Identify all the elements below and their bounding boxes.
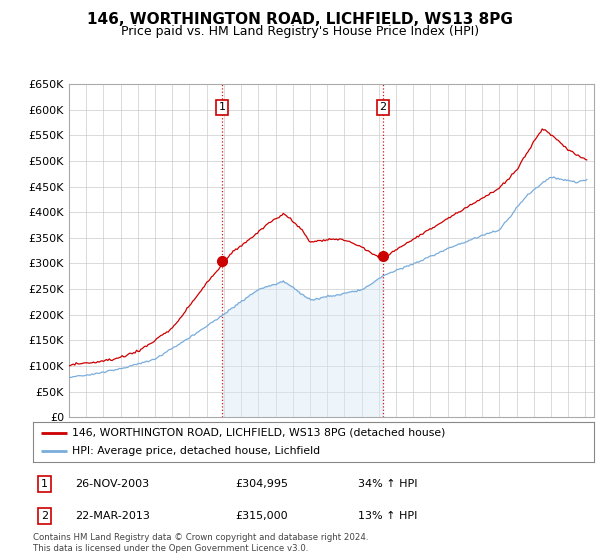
Text: 1: 1 [41,479,48,489]
Text: Price paid vs. HM Land Registry's House Price Index (HPI): Price paid vs. HM Land Registry's House … [121,25,479,38]
Text: Contains HM Land Registry data © Crown copyright and database right 2024.
This d: Contains HM Land Registry data © Crown c… [33,533,368,553]
Text: 2: 2 [41,511,48,521]
Text: £315,000: £315,000 [235,511,287,521]
Text: £304,995: £304,995 [235,479,288,489]
Text: 34% ↑ HPI: 34% ↑ HPI [358,479,418,489]
Text: 146, WORTHINGTON ROAD, LICHFIELD, WS13 8PG: 146, WORTHINGTON ROAD, LICHFIELD, WS13 8… [87,12,513,27]
Text: HPI: Average price, detached house, Lichfield: HPI: Average price, detached house, Lich… [72,446,320,456]
Text: 22-MAR-2013: 22-MAR-2013 [75,511,150,521]
Text: 2: 2 [380,102,387,113]
Text: 13% ↑ HPI: 13% ↑ HPI [358,511,418,521]
Text: 146, WORTHINGTON ROAD, LICHFIELD, WS13 8PG (detached house): 146, WORTHINGTON ROAD, LICHFIELD, WS13 8… [72,428,446,437]
Text: 26-NOV-2003: 26-NOV-2003 [75,479,149,489]
Text: 1: 1 [218,102,226,113]
